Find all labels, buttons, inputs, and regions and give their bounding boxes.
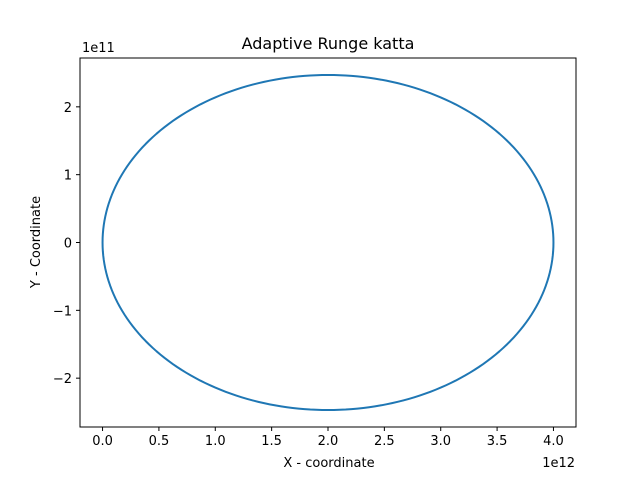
axes-frame [79,57,577,428]
series-line-orbit [101,73,555,412]
y-tick-label: −1 [53,304,72,319]
y-tick-label: −2 [53,372,72,387]
x-tick-label: 0.5 [149,434,170,449]
x-tick-label: 3.0 [430,434,451,449]
y-axis-offset-text: 1e11 [82,41,115,56]
x-axis-offset-text: 1e12 [542,456,575,471]
x-tick-label: 2.0 [318,434,339,449]
x-tick-label: 4.0 [543,434,564,449]
y-tick-label: 0 [64,237,72,252]
x-axis-ticks: 0.0 0.5 1.0 1.5 2.0 2.5 3.0 3.5 4.0 [92,427,564,449]
y-axis-ticks: −2 −1 0 1 2 [53,101,80,387]
y-tick-label: 1 [64,169,72,184]
x-tick-label: 1.5 [261,434,282,449]
chart-title: Adaptive Runge katta [242,34,415,53]
x-axis-label: X - coordinate [283,456,374,471]
plot-area [101,73,555,412]
x-tick-label: 1.0 [205,434,226,449]
x-tick-label: 2.5 [374,434,395,449]
y-axis-label: Y - Coordinate [29,196,44,289]
x-tick-label: 3.5 [487,434,508,449]
y-tick-label: 2 [64,101,72,116]
x-tick-label: 0.0 [92,434,113,449]
